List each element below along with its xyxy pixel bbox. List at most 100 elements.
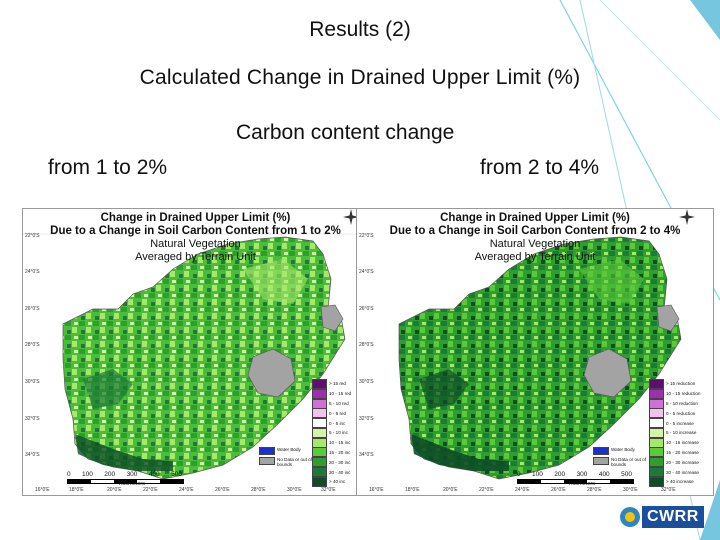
- compass-icon: [679, 209, 695, 225]
- legend-item: 20 - 30 inc: [312, 457, 364, 468]
- nodata-swatch: [259, 457, 275, 465]
- lesotho: [247, 348, 296, 398]
- legend-label: 15 - 20 increase: [666, 449, 699, 455]
- legend-item: > 40 inc: [312, 476, 364, 487]
- lat-label: 30°0'S: [25, 379, 40, 385]
- legend-label: 5 - 10 increase: [666, 430, 697, 436]
- lon-label: 30°0'E: [287, 487, 302, 493]
- legend-label: 10 - 15 red: [329, 391, 352, 397]
- slide-subtitle: Calculated Change in Drained Upper Limit…: [139, 66, 581, 89]
- map-right-legend: > 15 reduction 10 - 15 reduction 5 - 10 re…: [649, 378, 709, 487]
- lon-label: 30°0'E: [623, 487, 638, 493]
- legend-swatch: [649, 467, 664, 478]
- legend-label: 0 - 5 inc: [329, 420, 346, 426]
- lat-label: 26°0'S: [359, 306, 374, 312]
- swaziland: [656, 304, 680, 332]
- legend-label: 15 - 20 inc: [329, 449, 351, 455]
- cwrr-logo: CWRR: [620, 504, 712, 530]
- legend-item: 20 - 30 increase: [649, 457, 709, 468]
- legend-swatch: [649, 398, 664, 409]
- scale-bar: 0 100 200 300 400 500 Kilometers: [517, 471, 667, 489]
- legend-label: > 15 reduction: [666, 381, 696, 387]
- legend-label: 0 - 5 red: [329, 410, 347, 416]
- legend-swatch: [312, 447, 327, 458]
- swaziland: [320, 304, 344, 332]
- lon-label: 20°0'E: [443, 487, 458, 493]
- lat-label: 22°0'S: [359, 233, 374, 239]
- lesotho: [583, 348, 632, 398]
- lon-label: 24°0'E: [515, 487, 530, 493]
- legend-label: 10 - 15 reduction: [666, 391, 701, 397]
- lon-label: 24°0'E: [179, 487, 194, 493]
- logo-text: CWRR: [642, 506, 704, 528]
- legend-item: 10 - 15 red: [312, 388, 364, 399]
- legend-item: 0 - 5 reduction: [649, 408, 709, 419]
- map-right-nodata-legend: Water Body No Data or out of bounds: [593, 447, 653, 469]
- lat-label: 34°0'S: [25, 452, 40, 458]
- legend-swatch: [312, 408, 327, 419]
- legend-swatch: [649, 408, 664, 419]
- lat-label: 24°0'S: [359, 269, 374, 275]
- legend-label: 0 - 5 increase: [666, 420, 694, 426]
- legend-swatch: [649, 437, 664, 448]
- lon-label: 32°0'E: [321, 487, 336, 493]
- lat-label: 30°0'S: [359, 379, 374, 385]
- map-right-title: Change in Drained Upper Limit (%) Due to…: [389, 212, 681, 263]
- legend-item: 15 - 20 increase: [649, 447, 709, 458]
- legend-label: > 15 red: [329, 381, 346, 387]
- map-left-canvas: [23, 233, 368, 480]
- legend-item: 0 - 5 inc: [312, 418, 364, 429]
- legend-item: 5 - 10 reduction: [649, 398, 709, 409]
- legend-label: 5 - 10 red: [329, 400, 349, 406]
- legend-swatch: [649, 418, 664, 429]
- lat-label: 28°0'S: [25, 342, 40, 348]
- water-swatch: [259, 447, 275, 455]
- legend-swatch: [312, 467, 327, 478]
- left-map-label: from 1 to 2%: [48, 156, 168, 179]
- legend-swatch: [649, 378, 664, 389]
- legend-swatch: [312, 378, 327, 389]
- legend-item: > 15 reduction: [649, 378, 709, 389]
- south-africa-land: [398, 236, 682, 480]
- map-left: Change in Drained Upper Limit (%) Due to…: [22, 208, 369, 496]
- legend-label: 5 - 10 inc: [329, 430, 348, 436]
- lon-label: 26°0'E: [215, 487, 230, 493]
- legend-label: 5 - 10 reduction: [666, 400, 698, 406]
- legend-item: > 15 red: [312, 378, 364, 389]
- legend-label: 0 - 5 reduction: [666, 410, 696, 416]
- legend-swatch: [312, 437, 327, 448]
- nodata-swatch: [593, 457, 609, 465]
- map-left-legend: > 15 red 10 - 15 red 5 - 10 red 0 - 5 red 0 …: [312, 378, 364, 487]
- lat-label: 24°0'S: [25, 269, 40, 275]
- lat-label: 32°0'S: [359, 416, 374, 422]
- right-map-label: from 2 to 4%: [480, 156, 600, 179]
- legend-label: 30 - 40 inc: [329, 469, 351, 475]
- lon-label: 22°0'E: [479, 487, 494, 493]
- legend-label: > 40 inc: [329, 479, 346, 485]
- lon-label: 28°0'E: [587, 487, 602, 493]
- legend-item: > 40 increase: [649, 476, 709, 487]
- map-right-canvas: [398, 236, 682, 480]
- lat-label: 32°0'S: [25, 416, 40, 422]
- compass-icon: [343, 209, 359, 225]
- legend-swatch: [312, 418, 327, 429]
- logo-icon: [620, 507, 640, 527]
- legend-label: 20 - 30 increase: [666, 459, 699, 465]
- south-africa-land: [62, 236, 346, 480]
- legend-swatch: [312, 457, 327, 468]
- legend-label: 10 - 15 inc: [329, 440, 351, 446]
- legend-item: 5 - 10 red: [312, 398, 364, 409]
- legend-label: > 40 increase: [666, 479, 694, 485]
- legend-swatch: [312, 476, 327, 487]
- legend-item: 5 - 10 increase: [649, 427, 709, 438]
- map-left-title: Change in Drained Upper Limit (%) Due to…: [50, 212, 341, 263]
- legend-item: 0 - 5 red: [312, 408, 364, 419]
- legend-swatch: [312, 398, 327, 409]
- legend-swatch: [312, 388, 327, 399]
- slide-title: Results (2): [309, 18, 411, 41]
- lon-label: 32°0'E: [661, 487, 676, 493]
- legend-swatch: [649, 427, 664, 438]
- map-left-nodata-legend: Water Body No Data or out of bounds: [259, 447, 319, 469]
- scale-bar: 0 100 200 300 400 500 Kilometers: [67, 471, 217, 489]
- legend-item: 10 - 15 inc: [312, 437, 364, 448]
